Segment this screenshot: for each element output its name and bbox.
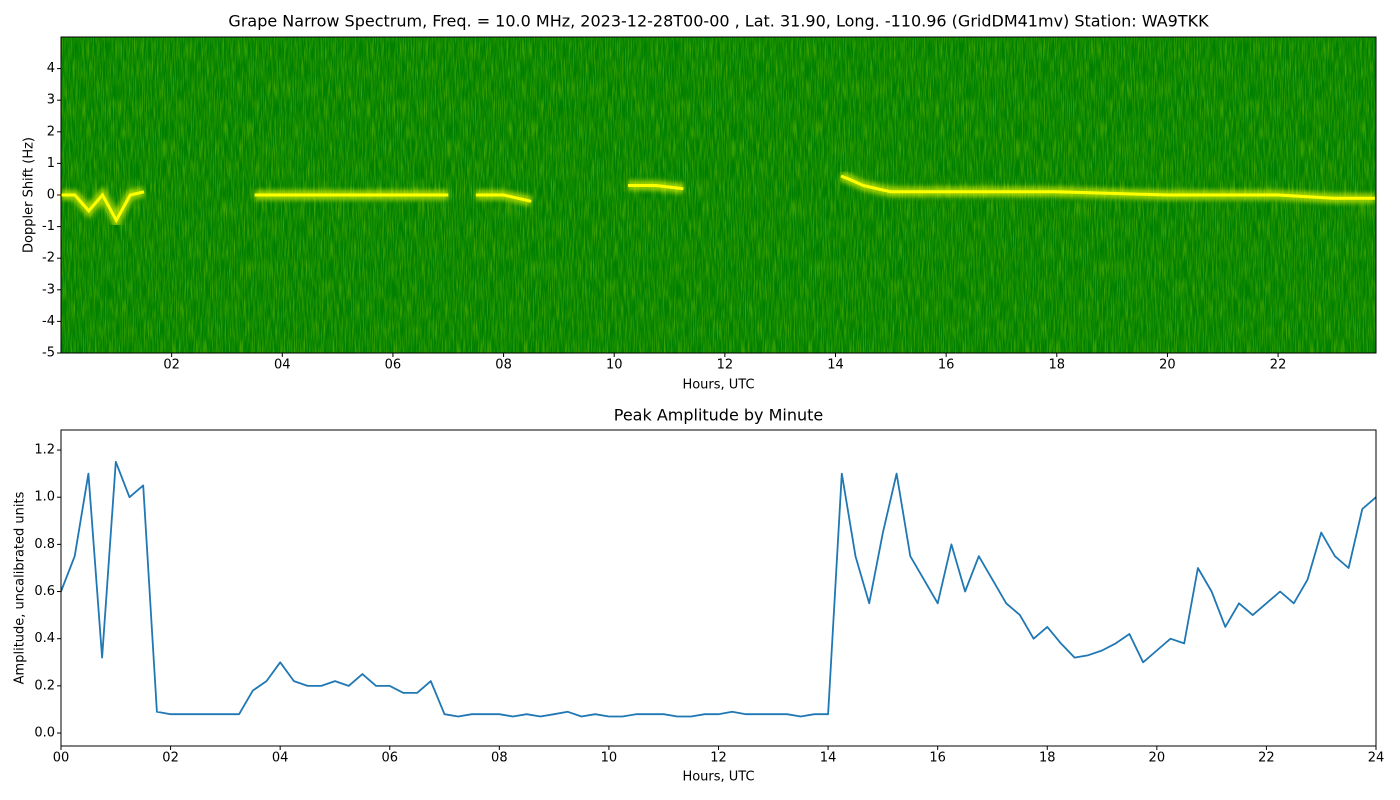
y-tick-label: 0.2 xyxy=(34,678,55,693)
chart-title: Grape Narrow Spectrum, Freq. = 10.0 MHz,… xyxy=(228,12,1209,31)
x-tick-label: 12 xyxy=(717,358,734,373)
y-tick-label: -3 xyxy=(42,282,55,297)
y-axis-label: Doppler Shift (Hz) xyxy=(22,137,37,253)
x-tick-label: 20 xyxy=(1149,751,1166,766)
x-tick-label: 08 xyxy=(495,358,512,373)
y-axis-label: Amplitude, uncalibrated units xyxy=(13,491,28,684)
y-tick-label: 3 xyxy=(47,93,55,108)
x-tick-label: 20 xyxy=(1159,358,1176,373)
x-axis-label: Hours, UTC xyxy=(682,770,754,785)
plot-frame xyxy=(60,429,1377,747)
x-tick-label: 14 xyxy=(820,751,837,766)
x-tick-label: 04 xyxy=(274,358,291,373)
chart-title: Peak Amplitude by Minute xyxy=(614,406,824,425)
x-tick-label: 22 xyxy=(1270,358,1287,373)
x-tick-label: 24 xyxy=(1368,751,1385,766)
x-tick-label: 18 xyxy=(1039,751,1056,766)
y-tick-label: 0.6 xyxy=(34,584,55,599)
x-tick-label: 10 xyxy=(606,358,623,373)
x-tick-label: 10 xyxy=(601,751,618,766)
x-tick-label: 12 xyxy=(710,751,727,766)
x-tick-label: 00 xyxy=(53,751,70,766)
y-tick-label: 1.2 xyxy=(34,443,55,458)
plot-frame xyxy=(60,36,1377,354)
trace xyxy=(61,174,1375,224)
y-tick-label: 0 xyxy=(47,188,55,203)
x-tick-label: 16 xyxy=(938,358,955,373)
x-tick-label: 16 xyxy=(929,751,946,766)
line xyxy=(60,460,1377,718)
x-tick-label: 22 xyxy=(1258,751,1275,766)
x-tick-label: 18 xyxy=(1049,358,1066,373)
x-tick-label: 02 xyxy=(162,751,179,766)
x-tick-label: 06 xyxy=(381,751,398,766)
y-tick-label: 0.0 xyxy=(34,726,55,741)
y-tick-label: -4 xyxy=(42,314,55,329)
y-tick-label: 0.8 xyxy=(34,537,55,552)
x-tick-label: 14 xyxy=(827,358,844,373)
y-tick-label: -2 xyxy=(42,251,55,266)
y-tick-label: -5 xyxy=(42,346,55,361)
x-tick-label: 04 xyxy=(272,751,289,766)
x-axis-label: Hours, UTC xyxy=(682,378,754,393)
y-tick-label: 0.4 xyxy=(34,631,55,646)
y-tick-label: 1 xyxy=(47,156,55,171)
x-tick-label: 06 xyxy=(385,358,402,373)
y-tick-label: 4 xyxy=(47,61,55,76)
y-tick-label: -1 xyxy=(42,219,55,234)
x-tick-label: 02 xyxy=(163,358,180,373)
x-tick-label: 08 xyxy=(491,751,508,766)
y-tick-label: 1.0 xyxy=(34,490,55,505)
y-tick-label: 2 xyxy=(47,124,55,139)
